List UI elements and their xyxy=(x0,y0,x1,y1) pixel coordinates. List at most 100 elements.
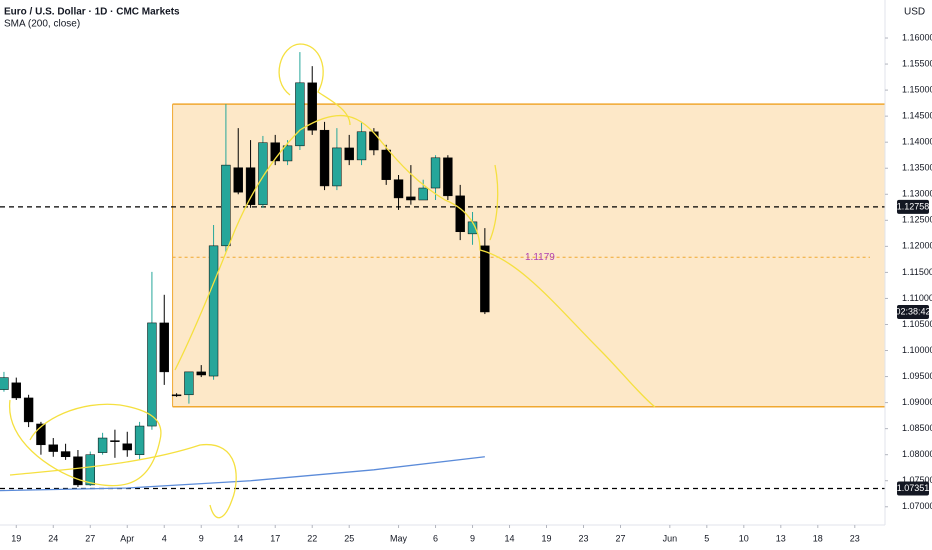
candle-body xyxy=(184,371,194,396)
y-tick-label: 1.08000 xyxy=(902,449,932,459)
candle-body xyxy=(73,456,83,486)
x-tick-label: 4 xyxy=(162,533,167,543)
y-tick-label: 1.10000 xyxy=(902,345,932,355)
y-tick-label: 1.11500 xyxy=(902,267,932,277)
x-tick-label: 22 xyxy=(307,533,317,543)
candle-body xyxy=(393,179,404,199)
candle-body xyxy=(208,245,219,377)
candle-body xyxy=(110,440,120,442)
y-tick-label: 1.13500 xyxy=(902,163,932,173)
x-tick-label: 19 xyxy=(542,533,552,543)
y-tick-label: 1.12500 xyxy=(902,215,932,225)
candle-body xyxy=(171,394,182,397)
candle-body xyxy=(134,425,145,455)
y-tick-label: 1.15000 xyxy=(902,84,932,94)
candle-body xyxy=(332,147,342,187)
x-tick-label: May xyxy=(390,533,408,543)
candle-body xyxy=(258,142,268,205)
drawings xyxy=(9,43,656,519)
price-box-label: 1.12758 xyxy=(897,201,930,211)
candle-body xyxy=(307,82,317,131)
x-tick-label: 27 xyxy=(615,533,625,543)
candle-body xyxy=(36,423,46,446)
candle-body xyxy=(97,437,108,453)
y-tick-label: 1.10500 xyxy=(902,319,932,329)
x-tick-label: 9 xyxy=(470,533,475,543)
candle-body xyxy=(159,322,169,373)
x-tick-label: 13 xyxy=(776,533,786,543)
x-tick-label: 14 xyxy=(233,533,243,543)
y-tick-label: 1.07500 xyxy=(902,475,932,485)
candle-body xyxy=(319,129,330,187)
candle-body xyxy=(381,149,391,180)
y-tick-label: 1.14500 xyxy=(902,111,932,121)
x-tick-label: 10 xyxy=(739,533,749,543)
candle-body xyxy=(430,157,441,189)
hand-drawing xyxy=(9,444,237,519)
sma-line xyxy=(0,456,485,492)
x-tick-label: 17 xyxy=(270,533,280,543)
y-tick-label: 1.12000 xyxy=(902,241,932,251)
target-label: 1.1179 xyxy=(525,252,555,263)
price-box-label: 1.07351 xyxy=(897,483,930,493)
x-tick-label: 18 xyxy=(813,533,823,543)
y-tick-label: 1.14000 xyxy=(902,137,932,147)
countdown-box xyxy=(897,304,929,319)
y-tick-label: 1.09000 xyxy=(902,397,932,407)
x-tick-label: 6 xyxy=(433,533,438,543)
candle-body xyxy=(122,443,132,451)
y-tick-label: 1.08500 xyxy=(902,423,932,433)
candle-body xyxy=(480,245,490,313)
hand-drawing xyxy=(174,114,656,408)
candle-body xyxy=(48,444,58,452)
y-tick-label: 1.15500 xyxy=(902,58,932,68)
chart-title: Euro / U.S. Dollar · 1D · CMC Markets xyxy=(4,7,180,18)
candle-body xyxy=(344,147,354,161)
x-tick-label: 23 xyxy=(578,533,588,543)
candle-body xyxy=(85,454,95,486)
hand-drawing xyxy=(489,164,499,241)
x-tick-label: Jun xyxy=(663,533,678,543)
candle-body xyxy=(233,167,243,193)
candle-body xyxy=(270,142,280,162)
y-tick-label: 1.13000 xyxy=(902,189,932,199)
candle-body xyxy=(0,377,9,390)
x-tick-label: Apr xyxy=(120,533,134,543)
countdown-label: 02:38:42 xyxy=(895,306,930,316)
y-tick-label: 1.11000 xyxy=(902,293,932,303)
indicator-label: SMA (200, close) xyxy=(4,19,80,30)
candle-body xyxy=(60,451,71,458)
candle-body xyxy=(23,397,34,423)
y-tick-label: 1.16000 xyxy=(902,32,932,42)
candle-body xyxy=(418,187,428,201)
candle-body xyxy=(455,195,465,233)
x-tick-label: 9 xyxy=(199,533,204,543)
currency-label: USD xyxy=(904,7,925,18)
plot: 1.1179 xyxy=(0,52,885,492)
candle-body xyxy=(147,322,157,427)
y-tick-label: 1.09500 xyxy=(902,371,932,381)
candle-body xyxy=(221,164,231,247)
x-tick-label: 5 xyxy=(704,533,709,543)
x-tick-label: 14 xyxy=(505,533,515,543)
x-tick-label: 24 xyxy=(48,533,58,543)
price-box xyxy=(897,199,929,214)
x-tick-label: 23 xyxy=(850,533,860,543)
hand-drawing xyxy=(9,399,162,487)
candle-body xyxy=(369,131,379,151)
x-tick-label: 25 xyxy=(344,533,354,543)
candle-body xyxy=(196,371,206,376)
price-box xyxy=(897,481,929,496)
candle-body xyxy=(356,131,367,161)
candle-body xyxy=(443,157,453,197)
candle-body xyxy=(295,82,305,147)
x-tick-label: 19 xyxy=(11,533,21,543)
candle-body xyxy=(11,382,21,399)
hand-drawing xyxy=(278,43,351,126)
candle-body xyxy=(245,167,256,205)
y-tick-label: 1.07000 xyxy=(902,501,932,511)
candle-body xyxy=(406,196,416,201)
candle-body xyxy=(282,145,293,162)
x-tick-label: 27 xyxy=(85,533,95,543)
